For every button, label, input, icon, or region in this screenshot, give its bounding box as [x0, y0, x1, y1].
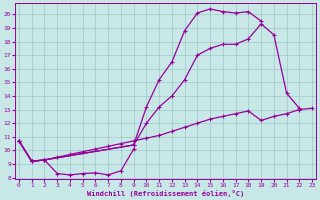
- X-axis label: Windchill (Refroidissement éolien,°C): Windchill (Refroidissement éolien,°C): [87, 190, 244, 197]
